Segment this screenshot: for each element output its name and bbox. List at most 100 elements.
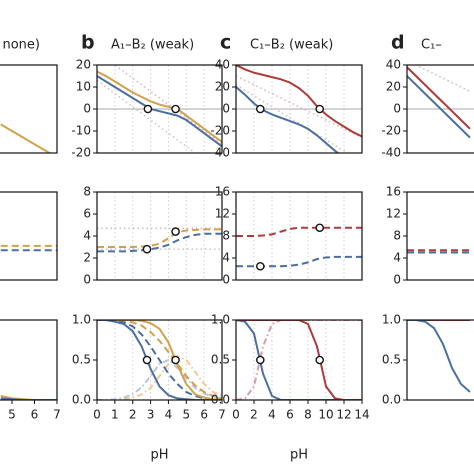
panel	[0, 123, 52, 153]
y-tick-label: 16	[215, 185, 230, 199]
panel	[236, 192, 362, 280]
panel-letter: c	[220, 32, 231, 54]
axes-frame	[235, 191, 363, 281]
series-line	[113, 65, 222, 145]
x-tick-label: 6	[286, 408, 294, 422]
series-line	[236, 65, 362, 138]
x-axis-label: pH	[290, 448, 308, 463]
marker	[315, 104, 325, 114]
series-line	[97, 75, 222, 148]
y-tick-label: 0	[393, 102, 401, 116]
axes-frame	[406, 191, 474, 281]
y-tick-label: 0.5	[72, 353, 91, 367]
axes-frame	[0, 191, 58, 281]
x-tick-label: 10	[318, 408, 333, 422]
panel	[236, 65, 362, 153]
y-tick-label: -40	[210, 146, 230, 160]
y-tick-label: 0	[222, 273, 230, 287]
y-tick-label: 0.0	[72, 393, 91, 407]
y-tick-label: -10	[71, 124, 91, 138]
y-tick-label: 1.0	[211, 313, 230, 327]
series-line	[236, 320, 362, 400]
x-tick-label: 5	[182, 408, 190, 422]
series-line	[0, 123, 52, 153]
y-tick-label: 4	[393, 251, 401, 265]
marker	[255, 104, 265, 114]
y-tick-label: 8	[222, 229, 230, 243]
series-line	[236, 226, 362, 237]
x-tick-label: 14	[354, 408, 369, 422]
panel	[97, 65, 222, 153]
x-tick-label: 12	[336, 408, 351, 422]
x-tick-label: 0	[232, 408, 240, 422]
series-line	[0, 397, 57, 400]
y-tick-label: 6	[83, 207, 91, 221]
marker	[171, 104, 180, 114]
y-tick-label: 40	[386, 58, 401, 72]
y-tick-label: -20	[381, 124, 401, 138]
y-tick-label: 20	[386, 80, 401, 94]
series-line	[97, 320, 222, 400]
series-line	[97, 228, 222, 248]
series-line	[236, 320, 362, 400]
series-line	[236, 75, 362, 139]
y-tick-label: 0.5	[382, 353, 401, 367]
panel-letter: d	[391, 32, 405, 54]
series-line	[407, 75, 471, 139]
panel-letter: b	[81, 32, 95, 54]
x-tick-label: 8	[304, 408, 312, 422]
x-tick-label: 6	[31, 408, 39, 422]
y-tick-label: 16	[386, 185, 401, 199]
series-line	[97, 320, 222, 400]
x-tick-label: 1	[111, 408, 119, 422]
series-line	[97, 70, 222, 143]
series-line	[236, 84, 350, 153]
series-line	[236, 255, 362, 268]
x-tick-label: 3	[147, 408, 155, 422]
panel-title: C₁–	[421, 38, 442, 53]
panel-title: A₁–B₂ (weak)	[111, 38, 194, 53]
x-tick-label: 5	[8, 408, 16, 422]
panel	[407, 249, 470, 254]
panel-title: none)	[2, 38, 40, 53]
x-tick-label: 0	[93, 408, 101, 422]
series-line	[407, 320, 471, 393]
series-line	[97, 320, 222, 400]
panel	[0, 244, 57, 252]
axes-frame	[96, 191, 223, 281]
y-tick-label: 20	[215, 80, 230, 94]
y-tick-label: 4	[83, 229, 91, 243]
marker	[143, 104, 153, 114]
y-tick-label: -20	[71, 146, 91, 160]
series-line	[97, 358, 222, 400]
panel-title: C₁–B₂ (weak)	[250, 38, 333, 53]
y-tick-label: -40	[381, 146, 401, 160]
x-tick-label: 2	[129, 408, 137, 422]
marker	[171, 355, 180, 365]
y-tick-label: 40	[215, 58, 230, 72]
y-tick-label: 1.0	[72, 313, 91, 327]
x-axis-label: pH	[150, 448, 168, 463]
y-tick-label: 8	[393, 229, 401, 243]
marker	[255, 355, 265, 365]
panel	[407, 65, 474, 139]
x-tick-label: 4	[165, 408, 173, 422]
y-tick-label: 12	[386, 207, 401, 221]
series-line	[236, 86, 340, 153]
y-tick-label: 0.0	[211, 393, 230, 407]
series-line	[97, 354, 222, 400]
x-tick-label: 2	[250, 408, 258, 422]
marker	[142, 244, 152, 254]
axes-frame	[0, 64, 58, 154]
marker	[171, 227, 180, 236]
y-tick-label: 12	[215, 207, 230, 221]
x-tick-label: 7	[218, 408, 226, 422]
y-tick-label: -20	[210, 124, 230, 138]
y-tick-label: 10	[76, 80, 91, 94]
y-tick-label: 0	[83, 102, 91, 116]
series-line	[236, 320, 362, 400]
y-tick-label: 1.0	[382, 313, 401, 327]
y-tick-label: 2	[83, 251, 91, 265]
marker	[255, 261, 265, 271]
